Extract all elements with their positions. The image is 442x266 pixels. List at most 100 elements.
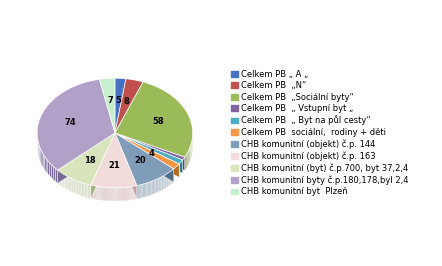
Polygon shape [155,180,156,193]
Polygon shape [115,133,183,173]
Polygon shape [129,187,130,200]
Polygon shape [85,184,86,197]
Polygon shape [115,133,183,164]
Polygon shape [115,133,185,171]
Polygon shape [89,185,90,198]
Polygon shape [121,188,122,201]
Polygon shape [162,176,163,190]
Polygon shape [48,161,50,176]
Polygon shape [130,186,131,200]
Polygon shape [135,186,136,199]
Polygon shape [74,180,75,193]
Polygon shape [92,185,93,199]
Polygon shape [106,188,107,201]
Polygon shape [145,183,146,197]
Polygon shape [133,186,134,200]
Polygon shape [115,133,179,177]
Polygon shape [185,156,186,171]
Polygon shape [134,186,135,200]
Polygon shape [119,188,120,201]
Polygon shape [167,173,168,187]
Polygon shape [93,185,94,199]
Polygon shape [84,183,85,197]
Polygon shape [45,156,46,172]
Polygon shape [164,175,165,189]
Polygon shape [41,150,42,165]
Polygon shape [79,182,80,195]
Polygon shape [70,178,71,192]
Polygon shape [102,187,103,200]
Polygon shape [126,187,128,201]
Polygon shape [97,186,98,200]
Polygon shape [168,173,169,186]
Polygon shape [38,143,39,159]
Polygon shape [53,167,55,181]
Polygon shape [115,133,185,171]
Polygon shape [96,186,97,200]
Polygon shape [138,185,139,199]
Polygon shape [61,173,62,186]
Polygon shape [115,133,183,173]
Polygon shape [83,183,84,197]
Polygon shape [115,133,179,169]
Polygon shape [103,187,104,201]
Polygon shape [77,181,78,194]
Polygon shape [148,182,149,196]
Polygon shape [187,152,188,167]
Polygon shape [111,188,112,201]
Polygon shape [157,178,158,192]
Polygon shape [161,177,162,190]
Polygon shape [40,148,41,163]
Polygon shape [118,188,119,201]
Polygon shape [91,133,115,198]
Polygon shape [57,133,115,185]
Polygon shape [173,169,174,183]
Polygon shape [55,168,57,183]
Polygon shape [101,187,102,200]
Polygon shape [115,133,185,160]
Polygon shape [91,185,92,199]
Polygon shape [159,178,160,192]
Polygon shape [86,184,87,197]
Polygon shape [128,187,129,200]
Polygon shape [115,78,126,133]
Polygon shape [147,183,148,196]
Polygon shape [132,186,133,200]
Legend: Celkem PB „ A „, Celkem PB  „N“, Celkem PB  „Sociální byty“, Celkem PB  „ Vstupn: Celkem PB „ A „, Celkem PB „N“, Celkem P… [229,68,411,198]
Polygon shape [71,178,72,192]
Text: 74: 74 [65,118,76,127]
Polygon shape [105,187,106,201]
Polygon shape [68,177,69,190]
Polygon shape [67,176,68,190]
Polygon shape [81,182,82,196]
Text: 18: 18 [84,156,95,165]
Text: 7: 7 [107,96,113,105]
Polygon shape [42,152,43,168]
Polygon shape [95,186,96,200]
Polygon shape [100,187,101,200]
Polygon shape [115,133,174,186]
Polygon shape [115,133,174,182]
Polygon shape [51,165,53,180]
Polygon shape [141,184,142,198]
Polygon shape [78,181,79,195]
Polygon shape [94,186,95,199]
Polygon shape [113,188,114,201]
Polygon shape [123,188,124,201]
Polygon shape [190,145,191,160]
Polygon shape [186,154,187,169]
Polygon shape [189,149,190,164]
Polygon shape [188,150,189,165]
Polygon shape [114,188,115,201]
Polygon shape [153,180,154,194]
Polygon shape [169,172,170,185]
Polygon shape [80,182,81,196]
Polygon shape [66,176,67,189]
Polygon shape [144,184,145,197]
Polygon shape [115,188,116,201]
Polygon shape [65,175,66,189]
Polygon shape [99,78,115,133]
Polygon shape [87,184,88,198]
Polygon shape [166,174,167,188]
Text: 5: 5 [115,96,121,105]
